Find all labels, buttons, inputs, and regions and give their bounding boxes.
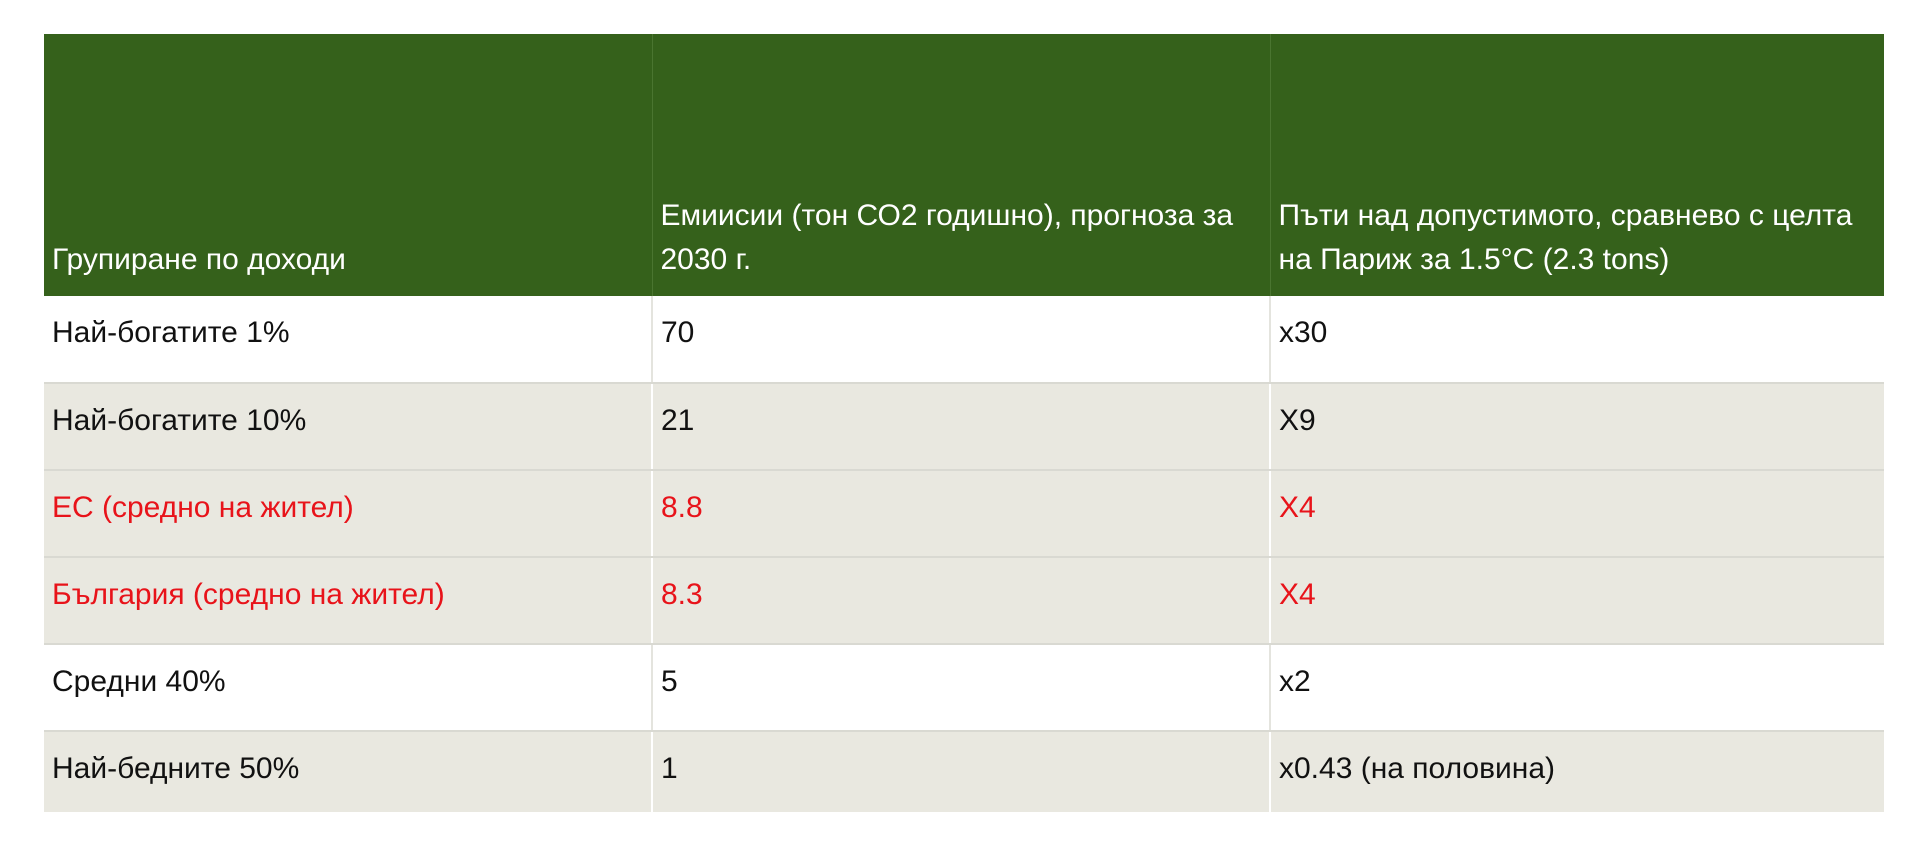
cell-times: x30: [1270, 296, 1884, 384]
cell-emissions: 8.3: [652, 557, 1271, 645]
emissions-table-container: Групиране по доходи Емиисии (тон СО2 год…: [44, 34, 1884, 819]
table-header: Групиране по доходи Емиисии (тон СО2 год…: [44, 34, 1884, 296]
table-body: Най-богатите 1% 70 x30 Най-богатите 10% …: [44, 296, 1884, 819]
header-income-group: Групиране по доходи: [44, 34, 653, 296]
table-row: Най-богатите 10% 21 X9: [44, 383, 1884, 471]
table-row: Най-богатите 1% 70 x30: [44, 296, 1884, 384]
cell-group-text: България (средно на жител): [52, 577, 445, 611]
cell-group: Най-бедните 50%: [44, 731, 653, 819]
cell-emissions: 5: [652, 644, 1271, 732]
cell-times: X9: [1270, 383, 1884, 471]
page-bottom-edge: [0, 812, 1920, 854]
cell-group: ЕС (средно на жител): [44, 470, 653, 558]
cell-group-text: Най-богатите 10%: [52, 403, 307, 437]
cell-times-text: x2: [1279, 664, 1311, 698]
cell-emissions-text: 1: [661, 751, 678, 785]
cell-group: Най-богатите 10%: [44, 383, 653, 471]
cell-emissions: 8.8: [652, 470, 1271, 558]
cell-times-text: X4: [1279, 490, 1316, 524]
table-row-highlight: ЕС (средно на жител) 8.8 X4: [44, 470, 1884, 558]
cell-emissions-text: 70: [661, 316, 695, 349]
table-row: Средни 40% 5 x2: [44, 644, 1884, 732]
table-row: Най-бедните 50% 1 x0.43 (на половина): [44, 731, 1884, 819]
cell-emissions-text: 8.3: [661, 577, 703, 611]
cell-times-text: x30: [1279, 316, 1328, 349]
cell-group-text: Най-бедните 50%: [52, 751, 300, 785]
emissions-table: Групиране по доходи Емиисии (тон СО2 год…: [44, 34, 1884, 819]
cell-times-text: X4: [1279, 577, 1316, 611]
cell-group: Средни 40%: [44, 644, 653, 732]
cell-group-text: Средни 40%: [52, 664, 226, 698]
header-emissions: Емиисии (тон СО2 годишно), прогноза за 2…: [652, 34, 1271, 296]
cell-group: Най-богатите 1%: [44, 296, 653, 384]
cell-group-text: Най-богатите 1%: [52, 316, 290, 349]
cell-emissions-text: 21: [661, 403, 695, 437]
cell-times: X4: [1270, 470, 1884, 558]
cell-emissions: 21: [652, 383, 1271, 471]
cell-emissions: 1: [652, 731, 1271, 819]
cell-times-text: X9: [1279, 403, 1316, 437]
cell-emissions: 70: [652, 296, 1271, 384]
cell-times: X4: [1270, 557, 1884, 645]
header-row: Групиране по доходи Емиисии (тон СО2 год…: [44, 34, 1884, 296]
cell-times: x2: [1270, 644, 1884, 732]
cell-times: x0.43 (на половина): [1270, 731, 1884, 819]
cell-emissions-text: 5: [661, 664, 678, 698]
cell-times-text: x0.43 (на половина): [1279, 751, 1556, 785]
cell-emissions-text: 8.8: [661, 490, 703, 524]
cell-group-text: ЕС (средно на жител): [52, 490, 354, 524]
cell-group: България (средно на жител): [44, 557, 653, 645]
table-row-highlight: България (средно на жител) 8.3 X4: [44, 557, 1884, 645]
header-times-over: Пъти над допустимото, сравнево с целта н…: [1270, 34, 1884, 296]
